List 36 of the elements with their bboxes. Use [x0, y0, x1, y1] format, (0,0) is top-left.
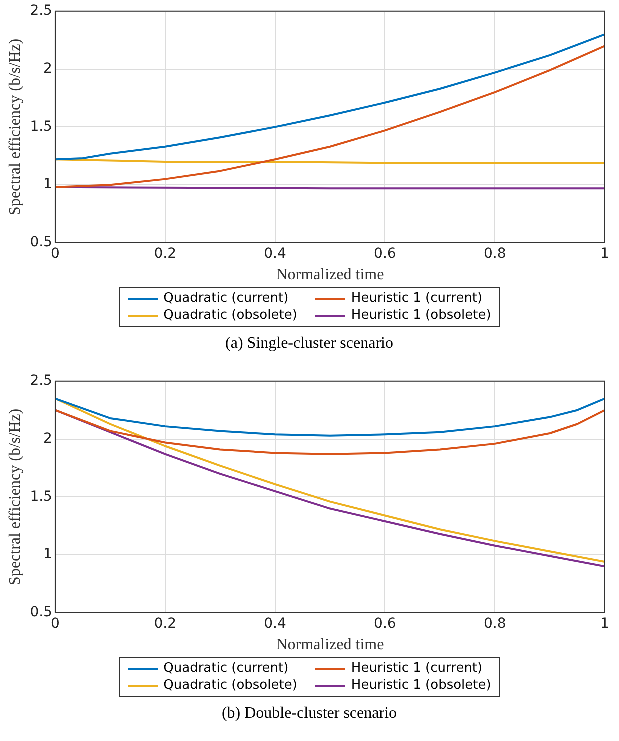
x-tick-label: 0: [51, 616, 60, 632]
y-tick-label: 2.5: [30, 3, 52, 20]
legend-label: Heuristic 1 (obsolete): [351, 678, 492, 693]
x-tick-label: 0.8: [484, 616, 506, 632]
x-axis-title: Normalized time: [276, 636, 384, 654]
x-axis-title: Normalized time: [276, 266, 384, 284]
x-tick-label: 0.6: [374, 616, 396, 632]
y-tick-label: 0.5: [30, 234, 52, 251]
y-tick-label: 0.5: [30, 604, 52, 621]
legend-label: Quadratic (current): [164, 661, 289, 676]
x-tick-label: 0.6: [374, 246, 396, 262]
x-tick-label: 0.4: [264, 246, 287, 262]
x-tick-label: 1: [600, 616, 610, 632]
legend-label: Quadratic (current): [164, 291, 289, 306]
y-axis-title: Spectral efficiency (b/s/Hz): [6, 408, 24, 586]
y-tick-label: 1.5: [30, 118, 52, 135]
y-tick-label: 1: [44, 176, 52, 193]
y-axis-title: Spectral efficiency (b/s/Hz): [6, 38, 24, 216]
legend-label: Heuristic 1 (current): [351, 291, 483, 306]
legend-label: Heuristic 1 (current): [351, 661, 483, 676]
x-tick-label: 1: [600, 246, 610, 262]
x-tick-label: 0.4: [264, 616, 287, 632]
text: (b) Double-cluster scenario: [220, 705, 398, 723]
legend-label: Quadratic (obsolete): [164, 308, 298, 323]
text: (a) Single-cluster scenario: [224, 335, 394, 353]
x-tick-label: 0.8: [484, 246, 506, 262]
legend-label: Heuristic 1 (obsolete): [351, 308, 492, 323]
x-tick-label: 0.2: [154, 616, 177, 632]
y-tick-label: 1: [44, 546, 52, 563]
x-tick-label: 0.2: [154, 246, 177, 262]
x-tick-label: 0: [51, 246, 60, 262]
y-tick-label: 2: [44, 60, 52, 77]
y-tick-label: 2.5: [30, 373, 52, 390]
y-tick-label: 1.5: [30, 488, 52, 505]
legend-label: Quadratic (obsolete): [164, 678, 298, 693]
y-tick-label: 2: [44, 430, 52, 447]
